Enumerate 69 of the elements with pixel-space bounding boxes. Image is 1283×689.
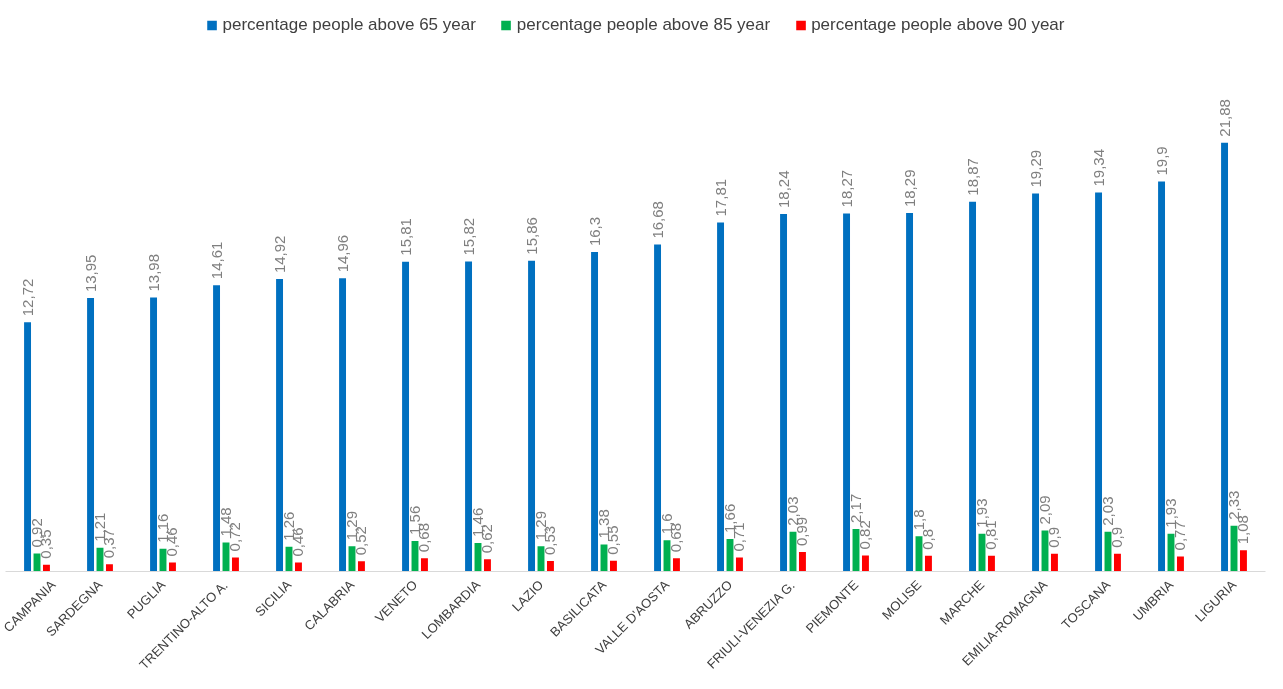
bar — [969, 201, 977, 572]
bar — [357, 561, 365, 572]
bar — [1050, 553, 1058, 572]
bar — [798, 552, 806, 572]
bar — [294, 562, 302, 572]
bar — [654, 244, 662, 572]
bar — [465, 261, 473, 572]
data-label: 12,72 — [18, 278, 36, 317]
legend-label: percentage people above 65 year — [222, 15, 476, 35]
data-label: 19,34 — [1089, 148, 1107, 187]
bar — [1158, 181, 1166, 572]
data-label: 16,68 — [648, 201, 666, 239]
bar — [609, 560, 617, 572]
bar — [1095, 192, 1103, 572]
bar — [735, 557, 743, 572]
bar — [168, 562, 176, 572]
data-label: 14,96 — [333, 234, 351, 273]
data-label: 15,82 — [459, 217, 477, 256]
legend-label: percentage people above 85 year — [516, 15, 771, 35]
bar — [402, 261, 410, 572]
data-label: 15,86 — [522, 217, 540, 255]
bar — [717, 222, 725, 572]
data-label: 19,9 — [1152, 146, 1170, 176]
bar — [420, 558, 428, 572]
data-label: 2,03 — [1099, 496, 1116, 526]
bar — [231, 557, 239, 572]
data-label: 13,98 — [144, 253, 162, 292]
bar — [987, 555, 995, 572]
bar — [1113, 553, 1121, 572]
data-label: 14,61 — [207, 241, 225, 280]
data-label: 1,8 — [910, 509, 927, 531]
bar — [1221, 142, 1229, 572]
bar — [150, 297, 158, 572]
bar — [906, 213, 914, 572]
bar — [591, 252, 599, 572]
bar — [1032, 193, 1040, 572]
bar — [924, 555, 932, 572]
bar — [339, 278, 347, 572]
data-label: 21,88 — [1215, 99, 1233, 137]
data-label: 0,9 — [1108, 527, 1126, 548]
bar — [672, 558, 680, 572]
bar — [528, 260, 536, 572]
data-label: 14,92 — [270, 235, 288, 274]
bar — [105, 564, 113, 572]
data-label: 0,9 — [1045, 527, 1063, 548]
bar — [861, 555, 869, 572]
data-label: 2,09 — [1036, 495, 1053, 525]
bar — [483, 559, 491, 572]
bar — [546, 561, 554, 572]
bar — [24, 322, 32, 572]
bar — [276, 279, 284, 572]
data-label: 18,87 — [963, 158, 981, 196]
data-label: 13,95 — [81, 254, 99, 293]
legend-label: percentage people above 90 year — [811, 15, 1065, 35]
bar — [780, 214, 788, 572]
data-label: 15,81 — [396, 218, 414, 256]
bar — [1239, 550, 1247, 572]
data-label: 18,29 — [900, 169, 918, 208]
data-label: 2,17 — [847, 493, 864, 523]
bar — [213, 285, 221, 572]
data-label: 19,29 — [1026, 149, 1044, 188]
data-label: 17,81 — [711, 178, 729, 217]
data-label: 16,3 — [585, 216, 603, 247]
bar — [843, 213, 851, 572]
data-label: 18,27 — [837, 169, 855, 208]
bar — [1176, 556, 1184, 572]
bar — [87, 298, 95, 572]
data-label: 0,8 — [919, 528, 937, 550]
data-label: 18,24 — [774, 170, 792, 209]
